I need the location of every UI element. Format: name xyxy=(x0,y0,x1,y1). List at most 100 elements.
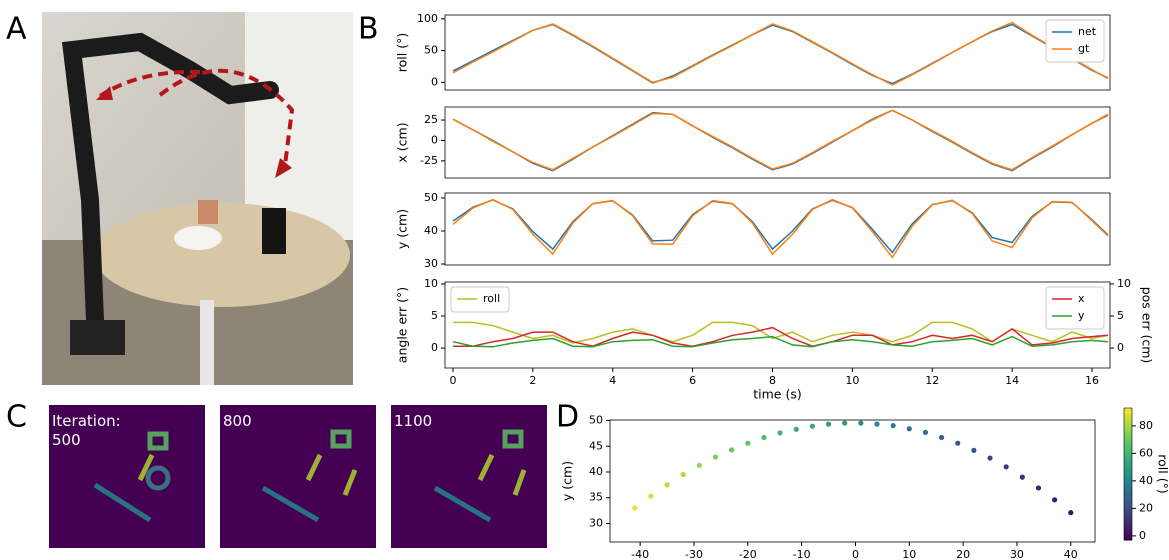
panel-label: D xyxy=(556,400,579,435)
colorbar-segment xyxy=(1124,531,1132,534)
colorbar-segment xyxy=(1124,526,1132,530)
y-tick-label: 50 xyxy=(589,414,603,427)
colorbar-segment xyxy=(1124,410,1132,413)
y-tick-label: 45 xyxy=(589,439,603,452)
x-tick-label: -20 xyxy=(739,548,757,560)
scatter-point xyxy=(987,455,993,461)
colorbar-segment xyxy=(1124,522,1132,526)
scatter-point xyxy=(745,440,751,446)
image-label: 800 xyxy=(223,412,252,430)
colorbar-tick-label: 80 xyxy=(1139,419,1153,432)
legend-label: x xyxy=(1078,292,1085,305)
y-tick-label: 40 xyxy=(589,465,603,478)
legend-box xyxy=(1045,19,1105,63)
scatter-point xyxy=(777,430,783,436)
series-line xyxy=(452,23,1109,85)
colorbar-segment xyxy=(1124,441,1132,444)
scatter-point xyxy=(890,423,896,429)
y-tick-label: 30 xyxy=(424,257,438,270)
colorbar-tick-label: 20 xyxy=(1139,501,1153,514)
y-tick-label: 0 xyxy=(431,133,438,146)
colorbar-segment xyxy=(1124,502,1132,506)
scatter-point xyxy=(971,447,977,453)
series-line xyxy=(452,335,1109,348)
colorbar-segment xyxy=(1124,432,1132,435)
panel-label: B xyxy=(358,12,379,47)
scatter-point xyxy=(809,423,815,429)
scatter-point xyxy=(1003,464,1009,470)
y-tick-label: 35 xyxy=(589,491,603,504)
scatter-point xyxy=(680,471,686,478)
colorbar-segment xyxy=(1124,476,1132,479)
x-tick-label: 6 xyxy=(689,374,696,387)
y-tick-label: 50 xyxy=(424,44,438,57)
colorbar-segment xyxy=(1124,449,1132,453)
colorbar-segment xyxy=(1124,419,1132,422)
colorbar-segment xyxy=(1124,434,1132,438)
colorbar-label: roll (°) xyxy=(1156,454,1169,493)
series-line xyxy=(453,326,1109,347)
image-label: 1100 xyxy=(394,412,433,430)
series-line xyxy=(452,109,1109,171)
scatter-point xyxy=(648,493,654,499)
colorbar-segment xyxy=(1124,463,1132,466)
plot-frame xyxy=(609,419,1096,543)
colorbar-segment xyxy=(1124,487,1132,490)
x-tick-label: -10 xyxy=(793,548,811,560)
x-tick-label: 10 xyxy=(902,548,916,560)
y-tick-label: 40 xyxy=(424,224,438,237)
y-tick-label: 100 xyxy=(417,12,438,25)
y-tick-label: 50 xyxy=(424,191,438,204)
x-tick-label: 8 xyxy=(769,374,776,387)
colorbar-segment xyxy=(1124,511,1132,515)
x-tick-label: 0 xyxy=(852,548,859,560)
colorbar-segment xyxy=(1124,436,1132,440)
plot-frame xyxy=(444,281,1111,369)
legend-label: net xyxy=(1078,25,1097,38)
colorbar-segment xyxy=(1124,443,1132,446)
scatter-point xyxy=(712,454,719,460)
colorbar-segment xyxy=(1124,447,1132,451)
colorbar-segment xyxy=(1124,515,1132,519)
series-line xyxy=(452,199,1109,254)
colorbar-segment xyxy=(1124,408,1132,411)
colorbar-segment xyxy=(1124,445,1132,449)
scatter-point xyxy=(1019,474,1025,480)
colorbar-segment xyxy=(1124,478,1132,482)
scatter-point xyxy=(729,447,735,453)
colorbar-segment xyxy=(1124,482,1132,486)
colorbar-segment xyxy=(1124,425,1132,429)
series-line xyxy=(452,21,1109,86)
scatter-point xyxy=(793,426,799,432)
x-tick-label: -40 xyxy=(631,548,649,560)
series-line xyxy=(452,109,1109,172)
x-tick-label: 20 xyxy=(956,548,970,560)
colorbar-segment xyxy=(1124,533,1132,537)
legend-label: roll xyxy=(483,292,500,305)
colorbar-segment xyxy=(1124,480,1132,484)
x-tick-label: -30 xyxy=(685,548,703,560)
colorbar-segment xyxy=(1124,537,1132,541)
y-tick-label: 30 xyxy=(589,516,603,529)
legend-label: y xyxy=(1078,309,1085,322)
scatter-point xyxy=(842,420,848,426)
y-axis-label: angle err (°) xyxy=(395,287,410,363)
colorbar-segment xyxy=(1124,412,1132,416)
scatter-point xyxy=(858,420,864,426)
series-line xyxy=(452,198,1109,259)
x-tick-label: 14 xyxy=(1005,374,1019,387)
colorbar-segment xyxy=(1124,423,1132,427)
y-axis-label: y (cm) xyxy=(395,209,410,249)
scatter-point xyxy=(922,429,929,435)
scatter-point xyxy=(632,505,638,511)
colorbar-segment xyxy=(1124,509,1132,512)
x-tick-label: 40 xyxy=(1064,548,1078,560)
colorbar-segment xyxy=(1124,458,1132,462)
y2-axis-label: pos err (cm) xyxy=(1140,287,1155,364)
image-label: Iteration: 500 xyxy=(52,412,121,449)
x-tick-label: 10 xyxy=(845,374,859,387)
colorbar-segment xyxy=(1124,489,1132,493)
y2-tick-label: 0 xyxy=(1117,341,1124,354)
plot-frame xyxy=(444,14,1111,91)
